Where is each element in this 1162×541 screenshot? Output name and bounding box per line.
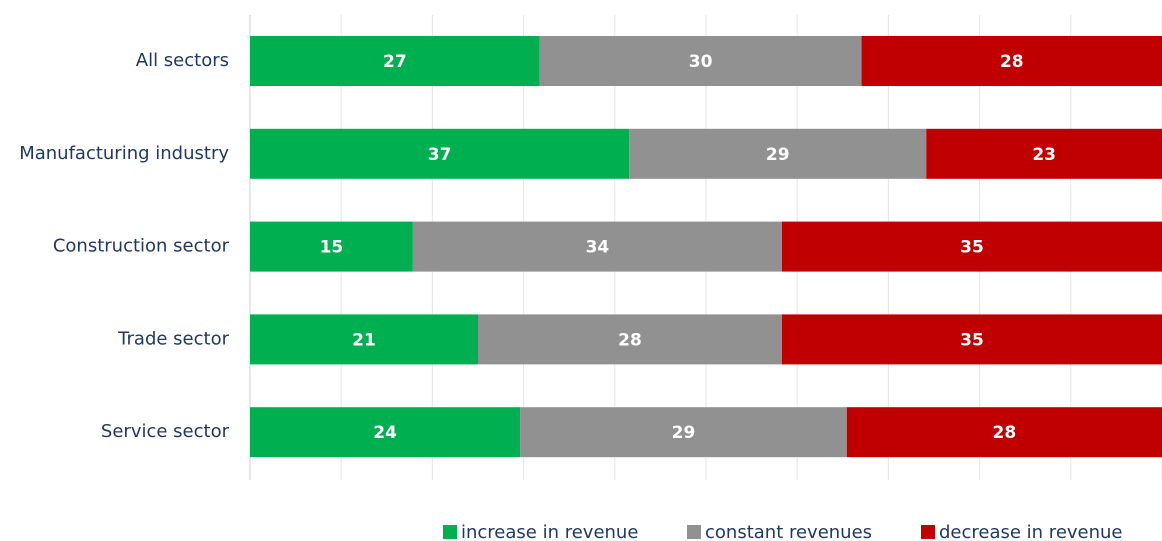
bar-segment: [250, 314, 478, 365]
category-label: Manufacturing industry: [19, 143, 229, 164]
category-label: Trade sector: [117, 328, 229, 349]
value-label: 21: [352, 330, 376, 350]
value-label: 29: [766, 145, 790, 165]
bar-segment: [539, 36, 862, 86]
category-label: Service sector: [101, 421, 230, 442]
value-label: 28: [618, 330, 642, 350]
bar-segment: [926, 128, 1162, 179]
value-label: 29: [672, 423, 696, 443]
bar-segment: [782, 221, 1162, 272]
legend-swatch: [443, 525, 457, 539]
bar-segment: [861, 36, 1162, 86]
legend-label: increase in revenue: [461, 522, 638, 541]
legend-label: constant revenues: [705, 522, 872, 541]
value-label: 28: [993, 423, 1017, 443]
value-label: 35: [960, 330, 984, 350]
value-label: 30: [689, 52, 713, 72]
value-label: 37: [428, 145, 452, 165]
bar-segment: [250, 36, 540, 86]
value-label: 28: [1000, 52, 1024, 72]
value-label: 35: [960, 238, 984, 258]
bar-segment: [412, 221, 782, 272]
legend-swatch: [687, 525, 701, 539]
bar-segment: [250, 407, 521, 458]
value-label: 24: [373, 423, 397, 443]
bar-segment: [250, 128, 630, 179]
legend-swatch: [921, 525, 935, 539]
bar-segment: [782, 314, 1162, 365]
legend-label: decrease in revenue: [939, 522, 1123, 541]
bar-segment: [250, 221, 413, 272]
bar-segment: [846, 407, 1162, 458]
value-label: 15: [320, 238, 344, 258]
value-label: 27: [383, 52, 407, 72]
value-label: 34: [586, 238, 610, 258]
category-label: All sectors: [136, 50, 229, 71]
value-label: 23: [1032, 145, 1056, 165]
bar-segment: [478, 314, 782, 365]
category-label: Construction sector: [53, 236, 230, 257]
bar-segment: [520, 407, 847, 458]
bar-segment: [629, 128, 927, 179]
